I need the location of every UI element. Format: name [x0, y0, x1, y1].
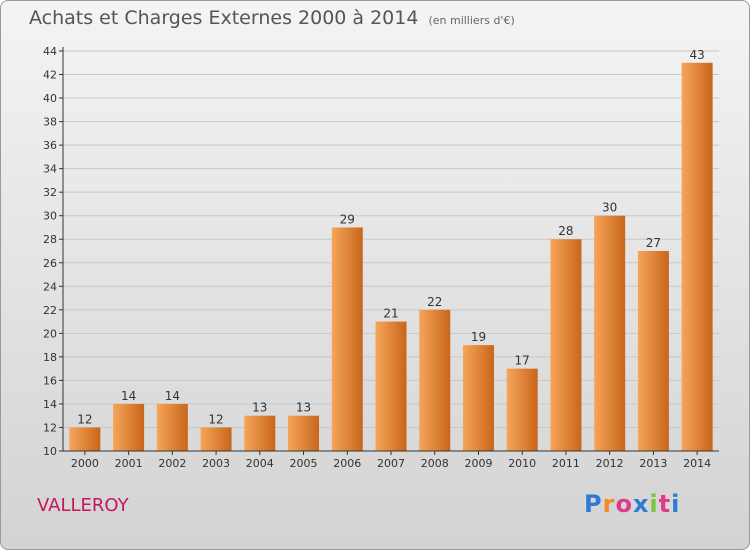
bar: [637, 251, 669, 451]
logo-letter: x: [632, 490, 650, 518]
y-tick-label: 26: [43, 257, 57, 270]
bar: [113, 403, 145, 451]
y-tick-label: 16: [43, 374, 57, 387]
chart-title: Achats et Charges Externes 2000 à 2014 (e…: [29, 7, 515, 29]
bar: [69, 427, 101, 451]
data-label: 13: [296, 401, 311, 415]
data-label: 22: [427, 295, 442, 309]
data-label: 19: [471, 330, 486, 344]
y-tick-label: 14: [43, 398, 57, 411]
x-tick-label: 2012: [596, 457, 624, 470]
y-tick-label: 18: [43, 351, 57, 364]
bar: [375, 321, 407, 451]
axes: [59, 47, 719, 455]
data-label: 12: [208, 412, 223, 426]
x-tick-label: 2004: [246, 457, 274, 470]
data-label: 30: [602, 201, 617, 215]
x-tick-label: 2014: [683, 457, 711, 470]
title-text: Achats et Charges Externes 2000 à 2014: [29, 7, 419, 29]
y-tick-label: 30: [43, 210, 57, 223]
bars: [69, 62, 713, 451]
y-tick-label: 10: [43, 445, 57, 458]
data-label: 13: [252, 401, 267, 415]
data-label: 28: [558, 224, 573, 238]
data-label: 14: [165, 389, 180, 403]
labels: 10 12 14 16 18 20 22 24 26 28 30 32 34 36 38 40 42 44 12 20…: [43, 45, 711, 470]
bar: [550, 239, 582, 451]
bar: [462, 345, 494, 451]
y-tick-label: 44: [43, 45, 57, 58]
y-tick-label: 40: [43, 92, 57, 105]
data-label: 29: [340, 212, 355, 226]
proxiti-logo: Proxiti: [584, 490, 680, 518]
logo-letter: r: [602, 490, 616, 518]
x-tick-label: 2000: [71, 457, 99, 470]
x-tick-label: 2011: [552, 457, 580, 470]
y-tick-label: 36: [43, 139, 57, 152]
y-tick-label: 32: [43, 186, 57, 199]
bar: [331, 227, 363, 451]
subtitle-text: (en milliers d'€): [428, 14, 515, 27]
y-tick-label: 12: [43, 421, 57, 434]
y-tick-label: 28: [43, 233, 57, 246]
x-tick-label: 2006: [333, 457, 361, 470]
bar: [419, 309, 451, 451]
data-label: 12: [77, 412, 92, 426]
data-label: 17: [515, 354, 530, 368]
x-tick-label: 2001: [115, 457, 143, 470]
bar: [288, 415, 320, 451]
bar: [200, 427, 232, 451]
bar: [594, 215, 626, 451]
data-label: 27: [646, 236, 661, 250]
y-tick-label: 34: [43, 163, 57, 176]
y-tick-label: 20: [43, 327, 57, 340]
x-tick-label: 2005: [290, 457, 318, 470]
bar: [681, 62, 713, 451]
x-tick-label: 2010: [508, 457, 536, 470]
x-tick-label: 2013: [639, 457, 667, 470]
x-tick-label: 2009: [464, 457, 492, 470]
town-name: VALLEROY: [37, 495, 129, 516]
data-label: 43: [689, 48, 704, 62]
y-tick-label: 38: [43, 116, 57, 129]
logo-letter: P: [584, 490, 603, 518]
x-tick-label: 2007: [377, 457, 405, 470]
x-tick-label: 2003: [202, 457, 230, 470]
x-tick-label: 2008: [421, 457, 449, 470]
bar: [506, 368, 538, 451]
logo-letter: t: [658, 490, 672, 518]
y-tick-label: 22: [43, 304, 57, 317]
logo-letter: o: [615, 490, 633, 518]
y-tick-label: 24: [43, 280, 57, 293]
data-label: 21: [383, 307, 398, 321]
bar: [244, 415, 276, 451]
x-tick-label: 2002: [158, 457, 186, 470]
logo-letter: i: [671, 490, 681, 518]
data-label: 14: [121, 389, 136, 403]
logo-letter: i: [649, 490, 659, 518]
bar: [156, 403, 188, 451]
y-tick-label: 42: [43, 69, 57, 82]
